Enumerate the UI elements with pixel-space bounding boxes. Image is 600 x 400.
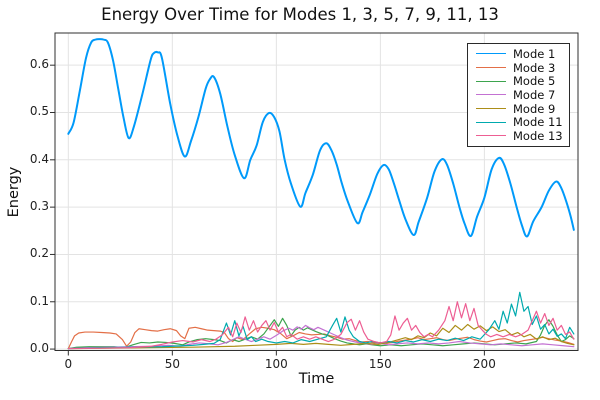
x-tick-label: 150 bbox=[368, 357, 392, 371]
legend-line-swatch bbox=[476, 80, 506, 82]
legend-line-swatch bbox=[476, 121, 506, 123]
x-tick-label: 200 bbox=[472, 357, 496, 371]
chart-title: Energy Over Time for Modes 1, 3, 5, 7, 9… bbox=[101, 5, 499, 24]
x-tick-label: 50 bbox=[164, 357, 180, 371]
legend-item: Mode 7 bbox=[468, 88, 569, 102]
legend-item: Mode 5 bbox=[468, 74, 569, 88]
legend-label: Mode 7 bbox=[513, 87, 556, 102]
legend-line-swatch bbox=[476, 94, 506, 96]
y-tick-label: 0.6 bbox=[29, 57, 49, 72]
legend-label: Mode 5 bbox=[513, 74, 556, 89]
legend-line-swatch bbox=[476, 53, 506, 55]
x-tick-label: 100 bbox=[264, 357, 288, 371]
x-axis-label: Time bbox=[298, 371, 335, 387]
legend: Mode 1 Mode 3 Mode 5 Mode 7 Mode 9 Mode 11 Mod… bbox=[467, 43, 570, 147]
legend-label: Mode 11 bbox=[513, 115, 563, 130]
legend-item: Mode 9 bbox=[468, 102, 569, 116]
legend-line-swatch bbox=[476, 135, 506, 137]
y-tick-label: 0.5 bbox=[29, 104, 49, 119]
legend-line-swatch bbox=[476, 108, 506, 110]
x-tick-label: 0 bbox=[64, 357, 73, 371]
legend-label: Mode 1 bbox=[513, 46, 556, 61]
y-tick-label: 0.3 bbox=[29, 199, 49, 214]
y-tick-label: 0.4 bbox=[29, 151, 49, 166]
legend-item: Mode 13 bbox=[468, 129, 569, 143]
legend-item: Mode 11 bbox=[468, 115, 569, 129]
legend-label: Mode 9 bbox=[513, 101, 556, 116]
y-tick-label: 0.1 bbox=[29, 293, 49, 308]
y-tick-label: 0.0 bbox=[29, 341, 49, 356]
legend-label: Mode 3 bbox=[513, 60, 556, 75]
legend-line-swatch bbox=[476, 67, 506, 69]
legend-label: Mode 13 bbox=[513, 128, 563, 143]
legend-item: Mode 3 bbox=[468, 61, 569, 75]
y-tick-label: 0.2 bbox=[29, 246, 49, 261]
legend-item: Mode 1 bbox=[468, 47, 569, 61]
